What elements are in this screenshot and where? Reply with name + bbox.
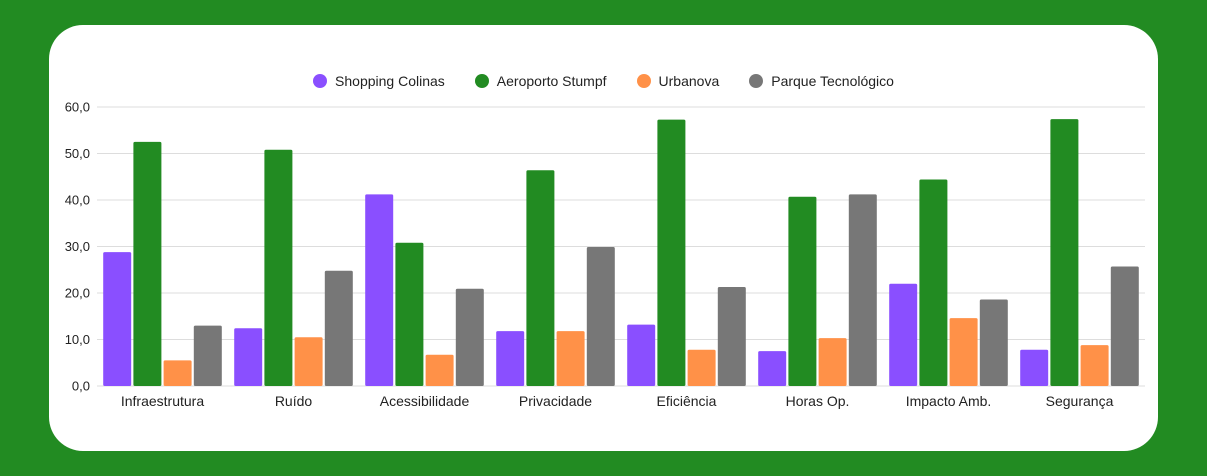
y-tick-label: 60,0 xyxy=(65,100,90,115)
bar[interactable] xyxy=(395,242,424,386)
bar[interactable] xyxy=(234,328,263,386)
bar[interactable] xyxy=(687,349,716,386)
bar[interactable] xyxy=(526,170,555,386)
bar[interactable] xyxy=(556,331,585,386)
chart-legend: Shopping Colinas Aeroporto Stumpf Urbano… xyxy=(0,69,1207,93)
legend-swatch-urbanova xyxy=(636,74,651,88)
legend-item-urbanova[interactable]: Urbanova xyxy=(636,73,720,89)
legend-item-aeroporto-stumpf[interactable]: Aeroporto Stumpf xyxy=(474,73,607,89)
y-axis-ticks: 0,0 10,0 20,0 30,0 40,0 50,0 60,0 xyxy=(65,100,90,394)
bar[interactable] xyxy=(1080,345,1109,386)
bar[interactable] xyxy=(919,179,948,387)
legend-item-parque-tecnologico[interactable]: Parque Tecnológico xyxy=(749,73,894,89)
bar[interactable] xyxy=(586,247,615,386)
x-category-label: Privacidade xyxy=(519,393,592,409)
bar[interactable] xyxy=(889,283,918,386)
y-tick-label: 20,0 xyxy=(65,286,90,301)
legend-label: Shopping Colinas xyxy=(335,73,445,89)
legend-swatch-parque-tecnologico xyxy=(749,74,764,88)
bar[interactable] xyxy=(163,360,192,386)
legend-label: Urbanova xyxy=(658,73,720,89)
bar[interactable] xyxy=(425,354,454,386)
x-category-label: Eficiência xyxy=(657,393,717,409)
bar[interactable] xyxy=(1110,266,1139,387)
x-category-label: Acessibilidade xyxy=(380,393,470,409)
bar[interactable] xyxy=(758,351,787,386)
bar[interactable] xyxy=(818,338,847,386)
x-category-label: Infraestrutura xyxy=(121,393,204,409)
legend-item-shopping-colinas[interactable]: Shopping Colinas xyxy=(313,73,445,89)
x-axis-labels: Infraestrutura Ruído Acessibilidade Privaci… xyxy=(121,393,1114,409)
bar[interactable] xyxy=(324,270,353,386)
bar[interactable] xyxy=(133,141,162,386)
bar[interactable] xyxy=(455,288,484,386)
bar[interactable] xyxy=(496,331,525,386)
x-category-label: Segurança xyxy=(1046,393,1114,409)
bar[interactable] xyxy=(717,287,746,386)
legend-swatch-shopping-colinas xyxy=(313,74,328,88)
y-tick-label: 50,0 xyxy=(65,146,90,161)
y-tick-label: 0,0 xyxy=(72,379,90,394)
bar[interactable] xyxy=(294,337,323,386)
x-category-label: Horas Op. xyxy=(786,393,850,409)
x-category-label: Impacto Amb. xyxy=(906,393,992,409)
bar[interactable] xyxy=(264,149,293,386)
bar[interactable] xyxy=(949,318,978,386)
legend-swatch-aeroporto-stumpf xyxy=(474,74,489,88)
x-category-label: Ruído xyxy=(275,393,313,409)
bar[interactable] xyxy=(848,194,877,386)
bar[interactable] xyxy=(193,325,222,386)
bar[interactable] xyxy=(1050,119,1079,386)
bars xyxy=(103,119,1139,386)
bar[interactable] xyxy=(1020,349,1049,386)
bar[interactable] xyxy=(979,299,1008,387)
legend-label: Aeroporto Stumpf xyxy=(496,73,607,89)
y-tick-label: 10,0 xyxy=(65,332,90,347)
y-tick-label: 40,0 xyxy=(65,193,90,208)
bar[interactable] xyxy=(365,194,394,386)
bar[interactable] xyxy=(627,324,656,386)
bar[interactable] xyxy=(103,252,132,386)
bar[interactable] xyxy=(657,119,686,386)
y-tick-label: 30,0 xyxy=(65,239,90,254)
legend-label: Parque Tecnológico xyxy=(771,73,894,89)
bar[interactable] xyxy=(788,196,817,386)
